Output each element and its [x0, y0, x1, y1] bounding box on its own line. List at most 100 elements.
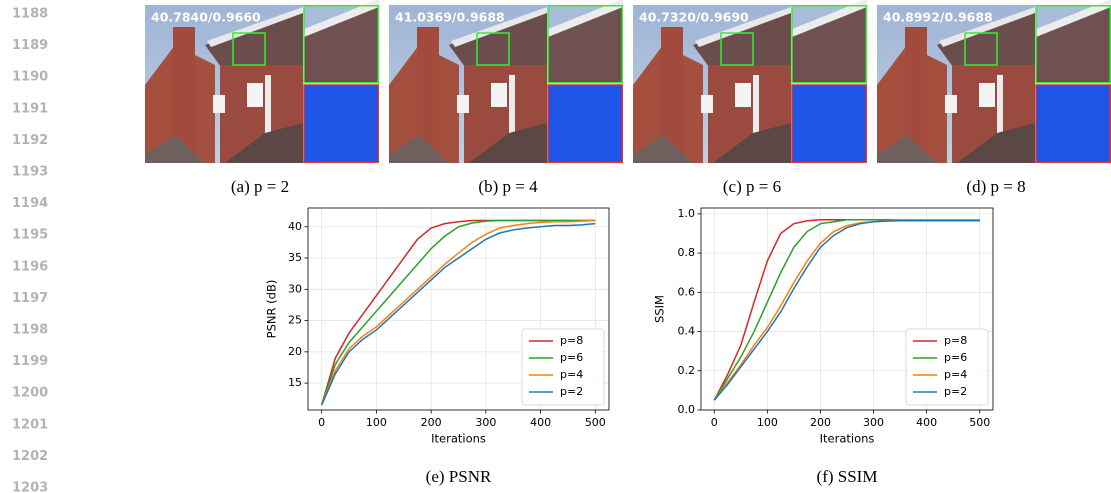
legend-label: p=6	[560, 351, 583, 364]
house-image	[877, 5, 1035, 163]
x-tick-label: 100	[757, 416, 778, 429]
line-number: 1198	[12, 323, 48, 338]
zoom-frame	[547, 5, 623, 84]
y-tick-label: 0.4	[678, 325, 696, 338]
house-image	[633, 5, 791, 163]
house-image	[145, 5, 303, 163]
caption: (d) p = 8	[966, 177, 1025, 196]
y-tick-label: 0.8	[678, 246, 696, 259]
caption: (f) SSIM	[817, 467, 878, 486]
line-number: 1202	[12, 449, 48, 464]
line-number: 1194	[12, 196, 48, 211]
house-image	[389, 5, 547, 163]
line-number: 1195	[12, 228, 48, 243]
x-axis-label: Iterations	[431, 432, 486, 446]
reconstruction-image	[389, 5, 547, 163]
line-number: 1200	[12, 386, 48, 401]
reconstruction-image	[145, 5, 303, 163]
series-line	[320, 222, 596, 406]
x-tick-label: 500	[585, 416, 606, 429]
image-panel: 41.0369/0.9688	[389, 0, 623, 163]
x-tick-label: 200	[421, 416, 442, 429]
line-number: 1190	[12, 70, 48, 85]
image-panel: 40.7320/0.9690	[633, 0, 867, 163]
line-number: 1188	[12, 7, 48, 22]
zoom-frame	[303, 5, 379, 84]
zoom-eave	[1036, 0, 1111, 37]
zoom-eave	[792, 0, 867, 37]
y-axis-label: PSNR (dB)	[265, 280, 279, 339]
zoom-box	[476, 32, 510, 66]
line-number: 1203	[12, 481, 48, 493]
caption: (c) p = 6	[723, 177, 781, 196]
caption: (b) p = 4	[478, 177, 538, 196]
x-tick-label: 0	[711, 416, 718, 429]
y-tick-label: 15	[288, 376, 302, 389]
reconstruction-image	[877, 5, 1035, 163]
line-number: 1197	[12, 291, 48, 306]
line-number: 1193	[12, 165, 48, 180]
error-map	[303, 84, 379, 163]
y-tick-label: 40	[288, 220, 302, 233]
zoom-roof	[304, 5, 379, 83]
x-tick-label: 300	[863, 416, 884, 429]
zoom-frame	[791, 5, 867, 84]
series-line	[320, 219, 596, 406]
zoom-roof	[1036, 5, 1111, 83]
zoom-roof	[792, 5, 867, 83]
error-map	[547, 84, 623, 163]
series-line	[713, 220, 980, 401]
zoom-roof	[548, 5, 623, 83]
legend-label: p=8	[560, 334, 583, 347]
error-map	[1035, 84, 1111, 163]
x-tick-label: 200	[810, 416, 831, 429]
series-line	[713, 219, 980, 401]
legend-box	[521, 328, 605, 406]
image-panel: 40.8992/0.9688	[877, 0, 1111, 163]
image-panel: 40.7840/0.9660	[145, 0, 379, 163]
y-tick-label: 35	[288, 251, 302, 264]
x-tick-label: 400	[916, 416, 937, 429]
legend-label: p=2	[944, 385, 967, 398]
error-map	[791, 84, 867, 163]
zoom-box	[232, 32, 266, 66]
y-axis-label: SSIM	[653, 295, 667, 323]
x-tick-label: 500	[969, 416, 990, 429]
score-label: 40.8992/0.9688	[883, 10, 993, 25]
line-number: 1191	[12, 101, 48, 116]
caption: (e) PSNR	[426, 467, 492, 486]
zoom-eave	[548, 0, 623, 37]
legend-label: p=4	[944, 368, 967, 381]
line-number: 1196	[12, 259, 48, 274]
plot-frame	[307, 207, 610, 411]
legend-label: p=2	[560, 385, 583, 398]
legend-box	[905, 328, 989, 406]
legend-label: p=6	[944, 351, 967, 364]
x-tick-label: 300	[475, 416, 496, 429]
caption: (a) p = 2	[231, 177, 289, 196]
zoom-box	[964, 32, 998, 66]
score-label: 41.0369/0.9688	[395, 10, 505, 25]
reconstruction-image	[633, 5, 791, 163]
line-number: 1201	[12, 417, 48, 432]
plot-frame	[700, 207, 994, 411]
x-tick-label: 400	[530, 416, 551, 429]
score-label: 40.7320/0.9690	[639, 10, 749, 25]
zoom-box	[720, 32, 754, 66]
line-number: 1192	[12, 133, 48, 148]
zoom-eave	[304, 0, 379, 37]
y-tick-label: 25	[288, 314, 302, 327]
legend-label: p=8	[944, 334, 967, 347]
line-number: 1199	[12, 354, 48, 369]
y-tick-label: 20	[288, 345, 302, 358]
y-tick-label: 30	[288, 282, 302, 295]
legend-label: p=4	[560, 368, 583, 381]
x-axis-label: Iterations	[820, 432, 875, 446]
y-tick-label: 0.6	[678, 285, 696, 298]
score-label: 40.7840/0.9660	[151, 10, 261, 25]
y-tick-label: 0.2	[678, 364, 696, 377]
zoom-frame	[1035, 5, 1111, 84]
y-tick-label: 1.0	[678, 207, 696, 220]
